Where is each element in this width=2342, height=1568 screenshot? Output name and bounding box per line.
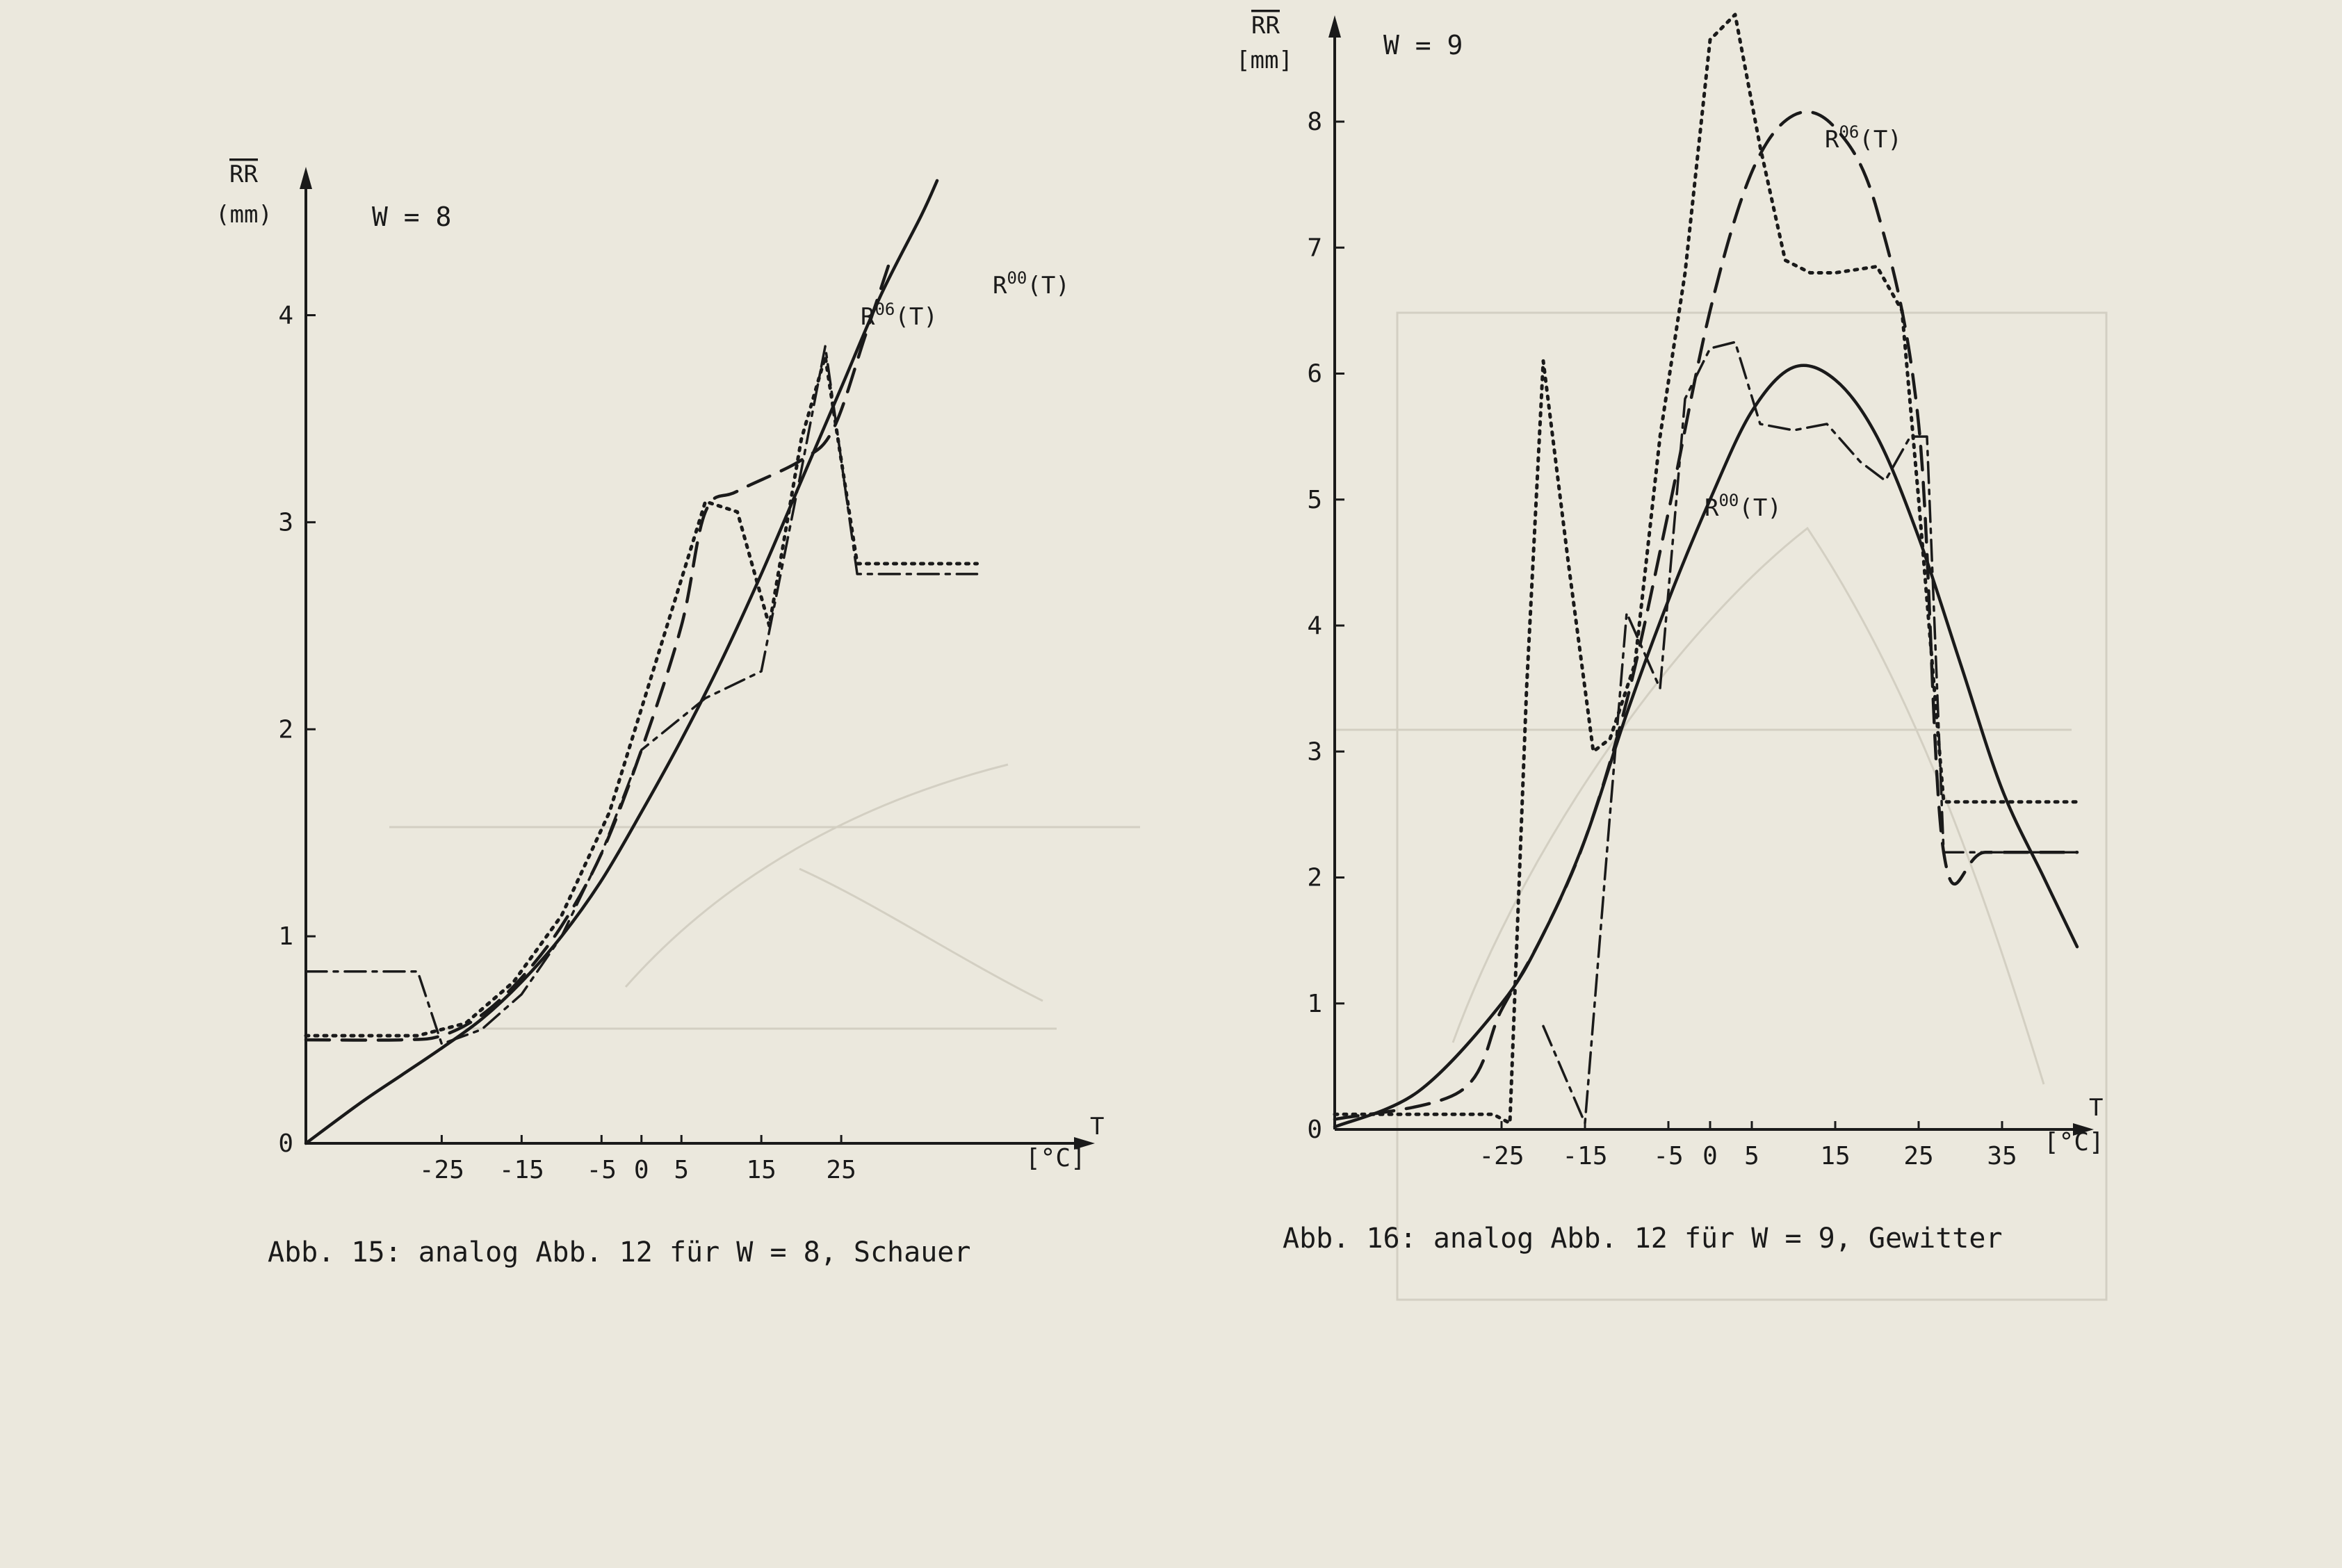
y-tick-label: 3 [278, 508, 293, 537]
x-tick-label: 25 [1903, 1142, 1933, 1170]
y-tick-label: 1 [278, 922, 293, 951]
y-tick-labels: 0 1 2 3 4 [278, 302, 316, 1158]
y-tick-label: 6 [1307, 360, 1322, 389]
y-axis-label: RR [1251, 12, 1280, 40]
series-line-solid-smooth-0 [1333, 364, 2079, 1129]
x-tick-label: 35 [1987, 1142, 2017, 1170]
y-tick-label: 0 [1307, 1116, 1322, 1144]
series-line-dash-dot-3 [304, 345, 979, 1045]
y-tick-label: 3 [1307, 737, 1322, 766]
x-tick-label: 0 [634, 1156, 649, 1184]
x-axis [1335, 1123, 2094, 1136]
x-tick-label: 25 [826, 1156, 856, 1184]
x-tick-label: 15 [746, 1156, 776, 1184]
x-tick-label: 5 [674, 1156, 689, 1184]
series-label-r06: R06(T) [861, 300, 938, 331]
series-line-dashed-1 [1333, 110, 2079, 1121]
series-line-dash-dot-3 [1542, 341, 2079, 1125]
bleed-through-artifacts [389, 311, 2108, 1301]
x-tick-labels: -25 -15 -5 0 5 15 25 35 [1479, 1121, 2017, 1170]
series-lines [304, 179, 979, 1145]
x-tick-label: -25 [419, 1156, 464, 1184]
x-axis-unit: [°C] [1025, 1144, 1086, 1173]
series-label-r00: R00(T) [1705, 491, 1782, 522]
x-tick-label: 15 [1820, 1142, 1850, 1170]
y-axis-label: RR [229, 161, 258, 188]
figure-caption: Abb. 16: analog Abb. 12 für W = 9, Gewit… [1283, 1223, 2003, 1255]
series-line-solid-smooth-0 [304, 179, 939, 1145]
y-tick-label: 1 [1307, 990, 1322, 1018]
x-tick-label: -5 [587, 1156, 617, 1184]
y-tick-label: 8 [1307, 108, 1322, 136]
x-axis-label: T [2089, 1094, 2103, 1122]
y-tick-label: 0 [278, 1129, 293, 1158]
y-tick-label: 2 [278, 715, 293, 744]
x-tick-label: 0 [1702, 1142, 1718, 1170]
y-tick-label: 7 [1307, 234, 1322, 262]
series-label-r06: R06(T) [1825, 122, 1902, 154]
y-tick-label: 4 [278, 302, 293, 330]
y-tick-label: 4 [1307, 612, 1322, 640]
series-label-r00: R00(T) [993, 268, 1070, 300]
y-axis-unit: [mm] [1236, 47, 1293, 74]
x-tick-label: 5 [1744, 1142, 1759, 1170]
y-tick-label: 2 [1307, 864, 1322, 892]
y-axis [300, 167, 312, 1143]
series-line-dotted-2 [1333, 13, 2079, 1125]
series-line-dashed-1 [304, 261, 891, 1042]
x-tick-labels: -25 -15 -5 0 5 15 25 [419, 1135, 856, 1184]
x-axis [306, 1137, 1095, 1150]
w-label: W = 9 [1383, 30, 1463, 60]
x-tick-label: -15 [499, 1156, 544, 1184]
series-lines [1333, 13, 2079, 1129]
x-tick-label: -5 [1653, 1142, 1683, 1170]
x-tick-label: -25 [1479, 1142, 1524, 1170]
w-label: W = 8 [372, 202, 451, 232]
series-line-dotted-2 [304, 354, 979, 1038]
y-tick-labels: 0 1 2 3 4 5 6 7 8 [1307, 108, 1344, 1144]
x-axis-unit: [°C] [2044, 1128, 2104, 1157]
y-axis-unit: (mm) [216, 201, 273, 229]
x-axis-label: T [1090, 1113, 1104, 1141]
figure-caption: Abb. 15: analog Abb. 12 für W = 8, Schau… [268, 1236, 970, 1268]
y-tick-label: 5 [1307, 486, 1322, 514]
y-axis [1328, 15, 1341, 1129]
x-tick-label: -15 [1562, 1142, 1607, 1170]
